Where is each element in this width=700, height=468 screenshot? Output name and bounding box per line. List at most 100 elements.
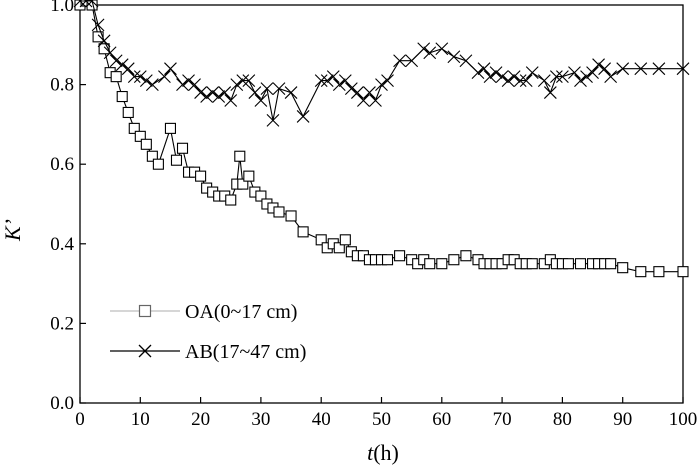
data-point-x bbox=[230, 78, 244, 91]
data-point-x bbox=[525, 66, 539, 80]
data-point-square bbox=[460, 250, 472, 262]
data-point-x bbox=[133, 70, 147, 84]
data-point-x bbox=[471, 66, 485, 80]
data-point-square bbox=[110, 71, 122, 83]
data-point-square bbox=[140, 138, 152, 150]
data-point-x bbox=[344, 82, 358, 95]
data-point-x bbox=[574, 74, 587, 88]
data-point-x bbox=[592, 58, 605, 72]
data-point-x bbox=[272, 82, 286, 95]
data-point-x bbox=[127, 70, 141, 84]
x-axis-label-unit: (h) bbox=[373, 440, 399, 465]
legend-label-ab: AB(17~47 cm) bbox=[185, 341, 306, 363]
data-point-x bbox=[332, 78, 346, 91]
data-point-square bbox=[562, 258, 574, 270]
data-point-square bbox=[448, 254, 460, 266]
data-point-square bbox=[243, 170, 255, 182]
data-point-x bbox=[417, 42, 431, 56]
data-point-square bbox=[234, 150, 246, 162]
data-point-square bbox=[315, 234, 327, 246]
data-point-x bbox=[598, 62, 611, 76]
data-point-x bbox=[350, 86, 364, 99]
legend-item-ab: AB(17~47 cm) bbox=[110, 341, 306, 363]
plot-frame bbox=[79, 4, 684, 404]
data-point-x bbox=[381, 74, 394, 88]
data-point-x bbox=[260, 82, 274, 95]
data-point-x bbox=[495, 70, 509, 84]
data-point-x bbox=[224, 94, 238, 107]
series-oa bbox=[74, 0, 689, 278]
x-axis: 0 10 20 30 40 50 60 70 80 90 100 bbox=[75, 397, 697, 430]
x-tick-label: 0 bbox=[75, 409, 85, 430]
data-point-square bbox=[255, 190, 267, 202]
x-tick-label: 30 bbox=[251, 409, 270, 430]
data-point-x bbox=[483, 70, 497, 84]
data-point-square bbox=[134, 130, 146, 142]
data-point-x bbox=[164, 62, 177, 76]
legend-marker-x bbox=[138, 344, 152, 358]
data-point-x bbox=[447, 50, 461, 64]
data-point-square bbox=[176, 142, 189, 154]
data-point-x bbox=[218, 86, 232, 99]
data-point-square bbox=[635, 266, 647, 278]
data-point-x bbox=[507, 70, 521, 84]
data-point-square bbox=[116, 90, 128, 103]
data-point-x bbox=[652, 62, 666, 76]
data-point-square bbox=[152, 158, 164, 170]
data-point-x bbox=[115, 58, 129, 72]
data-point-square bbox=[617, 262, 629, 274]
data-point-x bbox=[85, 0, 99, 8]
data-point-square bbox=[128, 122, 140, 134]
data-point-x bbox=[121, 62, 135, 76]
data-point-x bbox=[489, 66, 503, 80]
data-point-x bbox=[320, 74, 334, 88]
data-point-square bbox=[297, 226, 309, 238]
data-point-x bbox=[513, 74, 527, 88]
data-point-square bbox=[436, 258, 448, 270]
x-tick-label: 10 bbox=[131, 409, 150, 430]
data-point-x bbox=[97, 34, 111, 48]
data-point-x bbox=[266, 114, 280, 127]
series-layer bbox=[73, 0, 690, 278]
data-point-square bbox=[526, 258, 538, 270]
data-point-x bbox=[435, 42, 449, 56]
data-point-square bbox=[424, 258, 436, 270]
x-axis-label: t(h) bbox=[367, 440, 399, 465]
y-tick-label: 0.6 bbox=[50, 154, 74, 175]
data-point-x bbox=[103, 46, 117, 60]
plot-border bbox=[79, 4, 684, 404]
data-point-x bbox=[405, 54, 419, 68]
y-axis-label: K’ bbox=[0, 219, 25, 242]
legend-marker-square bbox=[138, 304, 152, 318]
data-point-square bbox=[333, 242, 345, 254]
legend: OA(0~17 cm) AB(17~47 cm) bbox=[110, 301, 306, 363]
data-point-x bbox=[549, 70, 563, 84]
data-point-x bbox=[326, 70, 340, 84]
y-tick-label: 0.2 bbox=[50, 313, 74, 334]
data-point-x bbox=[634, 62, 648, 76]
data-point-x bbox=[616, 62, 630, 76]
data-point-square bbox=[381, 254, 394, 266]
data-point-x bbox=[242, 74, 256, 88]
data-point-x bbox=[676, 62, 690, 76]
data-point-square bbox=[98, 43, 110, 55]
data-point-x bbox=[580, 70, 593, 84]
data-point-x bbox=[543, 86, 557, 99]
series-line bbox=[79, 0, 683, 273]
data-point-x bbox=[296, 110, 310, 123]
data-point-square bbox=[164, 122, 176, 134]
x-tick-label: 80 bbox=[553, 409, 572, 430]
data-point-square bbox=[653, 266, 665, 278]
data-point-x bbox=[519, 74, 533, 88]
series-line bbox=[80, 0, 683, 121]
data-point-x bbox=[109, 54, 123, 68]
legend-label-oa: OA(0~17 cm) bbox=[185, 301, 297, 323]
data-point-x bbox=[314, 74, 328, 88]
y-tick-label: 0.8 bbox=[50, 75, 74, 96]
data-point-x bbox=[363, 86, 376, 99]
data-point-x bbox=[254, 94, 268, 107]
data-point-x bbox=[423, 46, 437, 60]
x-tick-label: 90 bbox=[613, 409, 632, 430]
data-point-x bbox=[369, 94, 382, 107]
data-point-square bbox=[273, 206, 285, 218]
